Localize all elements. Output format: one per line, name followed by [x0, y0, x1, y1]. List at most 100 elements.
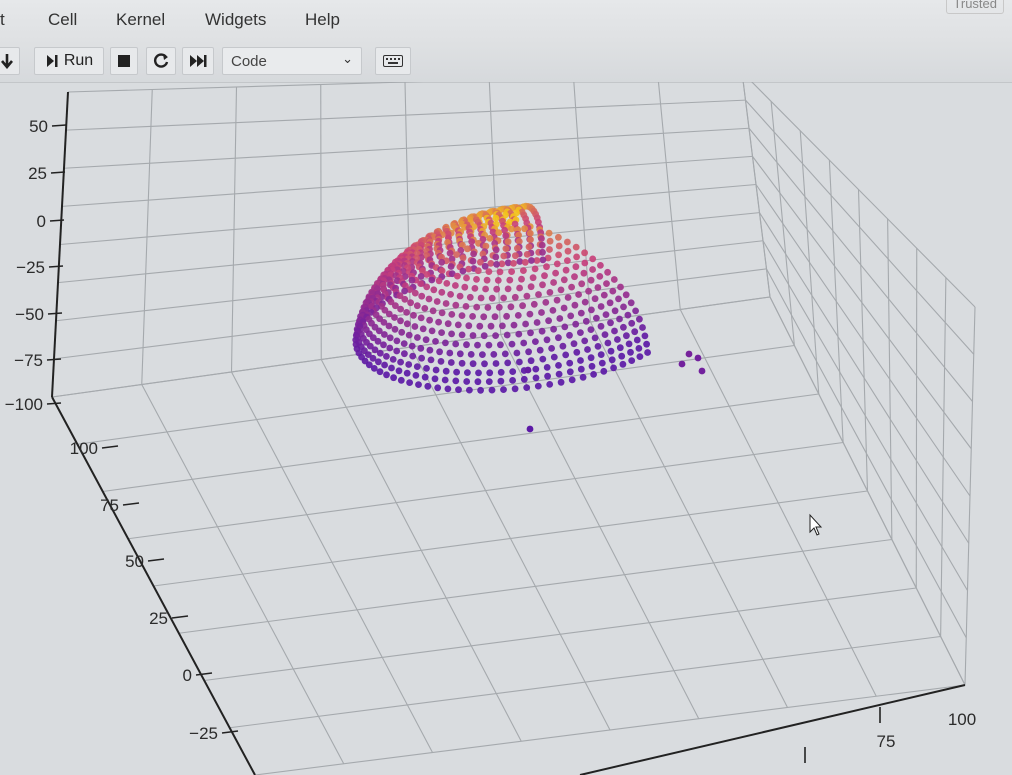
data-point	[511, 385, 519, 393]
data-point	[534, 382, 542, 390]
data-point	[469, 257, 477, 265]
menu-item-help[interactable]: Help	[305, 10, 340, 29]
data-point	[608, 356, 616, 364]
right-wall-grid-line	[940, 277, 947, 637]
move-down-button[interactable]	[0, 47, 20, 75]
data-point	[479, 236, 487, 243]
data-point	[698, 367, 706, 375]
data-point	[508, 268, 515, 275]
restart-icon	[154, 53, 169, 68]
data-point	[561, 323, 569, 331]
data-point	[501, 350, 509, 358]
data-point	[470, 250, 477, 258]
data-point	[452, 282, 459, 289]
z-tick-mark	[49, 219, 65, 222]
floor-grid-line	[679, 309, 877, 697]
menu-item-cell[interactable]: Cell	[48, 10, 78, 29]
stop-button[interactable]	[110, 47, 138, 75]
data-point	[526, 229, 534, 237]
data-point	[532, 374, 540, 382]
data-point	[492, 214, 500, 222]
data-point	[502, 232, 510, 240]
menu-item-widgets[interactable]: Widgets	[205, 10, 267, 29]
command-palette-button[interactable]	[375, 47, 411, 75]
data-point	[413, 363, 421, 370]
data-point	[591, 295, 599, 303]
data-point	[476, 322, 484, 330]
data-point	[469, 313, 476, 320]
data-point	[641, 332, 649, 340]
data-point	[593, 314, 600, 322]
data-point	[590, 371, 597, 378]
data-point	[480, 313, 488, 321]
data-point	[550, 353, 558, 361]
run-button[interactable]: Run	[34, 47, 104, 75]
data-point	[424, 382, 432, 390]
data-point	[431, 375, 439, 383]
data-point	[628, 319, 636, 327]
menu-item-kernel[interactable]: Kernel	[116, 10, 166, 29]
data-point	[511, 293, 519, 301]
data-point	[600, 367, 608, 375]
data-point	[426, 346, 434, 354]
data-point	[531, 265, 539, 273]
y-tick-mark	[221, 730, 239, 734]
cell-type-select[interactable]: Code ⌄	[222, 47, 362, 75]
data-point	[463, 378, 471, 385]
mouse-cursor-icon	[809, 513, 823, 536]
data-point	[643, 340, 650, 348]
data-point	[487, 260, 495, 267]
chart-tick-labels: 50 25 0 −25 −50 −75 −100 100 75 50 25 0 −25 75 100	[5, 117, 976, 751]
data-point	[455, 386, 462, 394]
data-point	[594, 343, 602, 350]
data-point	[559, 342, 567, 350]
scatter-3d-chart[interactable]: 50 25 0 −25 −50 −75 −100 100 75 50 25 0 −25 75 100	[0, 82, 1012, 775]
data-point	[515, 330, 523, 338]
data-point	[521, 225, 528, 233]
data-point	[383, 371, 390, 379]
data-point	[589, 255, 597, 263]
data-point	[530, 300, 538, 308]
data-point	[493, 285, 501, 293]
back-wall-grid-line	[53, 268, 767, 360]
run-button-label: Run	[63, 52, 94, 69]
data-point	[494, 277, 502, 284]
data-point	[572, 243, 580, 251]
data-point	[538, 241, 546, 249]
data-point	[644, 349, 651, 356]
data-point	[423, 271, 431, 278]
data-point	[473, 276, 480, 283]
data-point	[550, 279, 557, 286]
data-point	[471, 285, 479, 292]
keyboard-icon	[383, 55, 403, 67]
data-point	[546, 237, 554, 245]
data-point	[504, 359, 512, 367]
data-point	[482, 285, 489, 293]
data-point	[452, 377, 460, 385]
run-all-button[interactable]	[182, 47, 214, 75]
data-point	[678, 360, 686, 368]
z-tick-mark	[47, 312, 63, 315]
data-point	[463, 341, 470, 349]
data-point	[401, 350, 408, 358]
data-point	[519, 302, 526, 310]
data-point	[506, 276, 514, 284]
data-point	[409, 352, 417, 360]
trusted-badge[interactable]: Trusted	[946, 0, 1004, 14]
data-point	[458, 312, 466, 319]
data-point	[509, 368, 517, 375]
data-point	[529, 274, 537, 282]
data-point	[545, 317, 552, 325]
data-point	[552, 269, 559, 277]
data-point	[504, 285, 512, 293]
data-point	[602, 311, 610, 318]
data-point	[370, 365, 378, 372]
data-point	[380, 341, 387, 349]
restart-kernel-button[interactable]	[146, 47, 176, 75]
data-point	[538, 235, 545, 243]
data-point	[587, 326, 595, 333]
data-point	[604, 268, 611, 276]
data-point	[418, 292, 426, 300]
menu-item-edit[interactable]: t	[0, 10, 5, 29]
data-point	[544, 254, 552, 262]
